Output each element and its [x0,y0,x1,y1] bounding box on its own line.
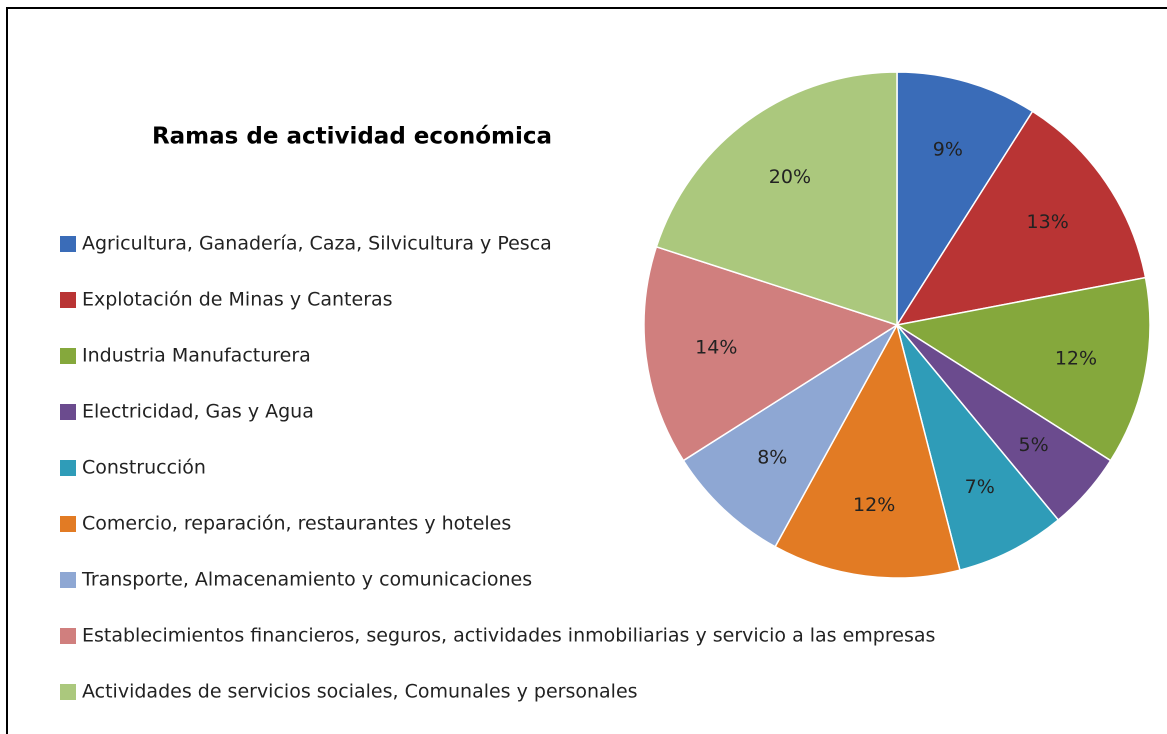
legend-swatch [60,628,76,644]
pie-slice [894,276,1151,462]
data-label: 12% [1055,348,1097,370]
legend-swatch [60,348,76,364]
pie-slice [896,71,1034,328]
legend-swatch [60,572,76,588]
legend-swatch [60,404,76,420]
data-label: 12% [853,494,895,516]
pie-slice [895,110,1147,327]
legend-swatch [60,460,76,476]
pie-slice [682,324,898,548]
legend-label: Construcción [82,457,206,479]
data-label: 8% [757,446,787,468]
legend-swatch [60,684,76,700]
legend-swatch [60,236,76,252]
legend-label: Establecimientos financieros, seguros, a… [82,625,935,647]
legend-swatch [60,292,76,308]
pie-slice [896,324,1060,571]
data-label: 7% [965,476,995,498]
legend-label: Explotación de Minas y Canteras [82,289,393,311]
legend-label: Actividades de servicios sociales, Comun… [82,681,638,703]
data-label: 5% [1019,434,1049,456]
pie-slice [643,245,899,462]
data-label: 20% [769,166,811,188]
data-label: 9% [933,139,963,161]
pie-slice [655,71,898,327]
data-label: 13% [1027,211,1069,233]
legend-label: Transporte, Almacenamiento y comunicacio… [81,569,532,591]
legend-swatch [60,516,76,532]
chart-title: Ramas de actividad económica [152,124,552,150]
legend-label: Industria Manufacturera [82,345,311,367]
legend-label: Electricidad, Gas y Agua [82,401,314,423]
legend-label: Agricultura, Ganadería, Caza, Silvicultu… [82,233,552,255]
data-label: 14% [695,336,737,358]
pie-slice [774,322,961,579]
legend-label: Comercio, reparación, restaurantes y hot… [82,513,511,535]
